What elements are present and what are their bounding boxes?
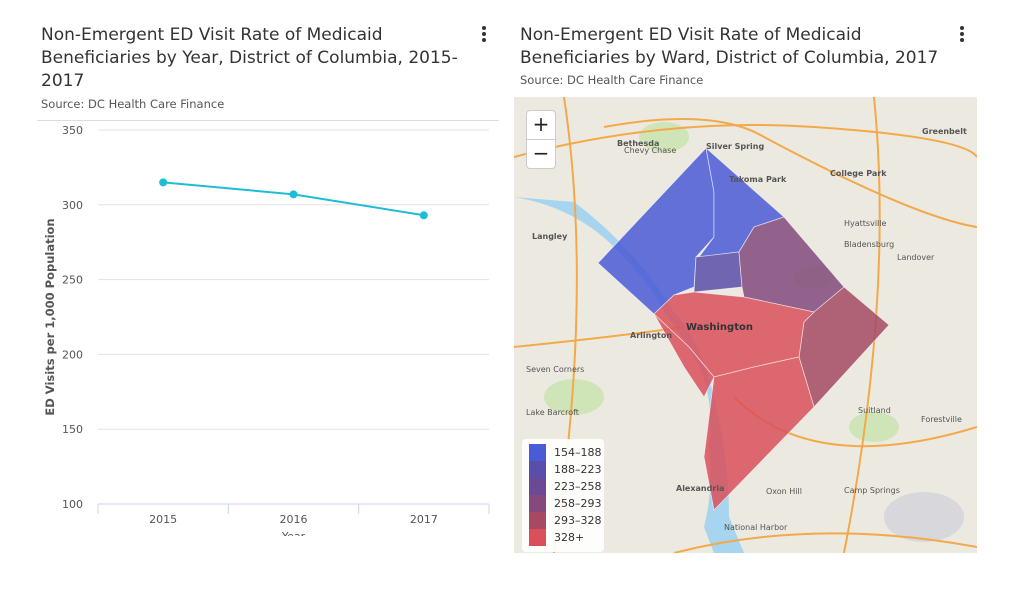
y-tick-label: 350 [62,124,83,137]
legend-label: 328+ [554,531,585,544]
ward-8[interactable] [703,356,815,511]
map-label: Langley [532,232,568,241]
x-axis-title: Year [281,530,306,536]
legend-item: 293–328 [529,512,604,529]
y-tick-label: 300 [62,199,83,212]
legend-swatch [529,529,546,546]
map-label: Chevy Chase [624,146,677,155]
map-label: Forestville [921,415,962,424]
legend-item: 188–223 [529,461,604,478]
legend-label: 188–223 [554,463,602,476]
ward-1[interactable] [693,251,743,293]
map-legend: 154–188 188–223 223–258 258–293 293–328 … [522,439,604,552]
x-tick-label: 2016 [280,513,308,526]
line-chart: 350 300 250 200 150 100 2015 2016 2017 ED Visits … [43,124,490,536]
legend-swatch [529,444,546,461]
potomac-river [514,197,744,553]
title-line: Non-Emergent ED Visit Rate of Medicaid [41,25,383,45]
y-axis-title: ED Visits per 1,000 Population [43,218,57,415]
map-label: Oxon Hill [766,487,802,496]
ward-5[interactable] [738,216,845,313]
x-tick-label: 2017 [410,513,438,526]
y-tick-label: 200 [62,348,83,361]
series-line [163,181,424,217]
legend-label: 154–188 [554,446,602,459]
map-label: Bladensburg [844,240,895,249]
kebab-menu-icon[interactable] [481,26,487,46]
legend-label: 223–258 [554,480,602,493]
zoom-out-button[interactable]: − [527,139,555,168]
title-line: Beneficiaries by Ward, District of Colum… [520,48,939,68]
y-tick-label: 250 [62,274,83,287]
map-label: Bethesda [617,139,660,148]
title-line: 2017 [41,71,85,91]
map-label: Silver Spring [706,142,765,151]
data-point [289,190,298,199]
map-label: Landover [897,253,935,262]
map-label: College Park [830,169,887,178]
map-label: Lake Barcroft [526,408,579,417]
legend-swatch [529,461,546,478]
legend-label: 293–328 [554,514,602,527]
y-tick-label: 150 [62,423,83,436]
title-line: Beneficiaries by Year, District of Colum… [41,48,458,68]
map-label: Arlington [630,331,673,340]
map-label: Greenbelt [922,127,967,136]
zoom-in-button[interactable]: + [532,112,550,136]
data-point [159,178,168,187]
kebab-menu-icon[interactable] [959,26,965,46]
ward-2[interactable] [653,313,715,398]
zoom-control: + − [526,110,556,169]
legend-item: 223–258 [529,478,604,495]
map-label: National Harbor [724,523,788,532]
map-label: Suitland [858,406,891,415]
y-tick-label: 100 [62,498,83,511]
map-label: Seven Corners [526,365,585,374]
legend-item: 328+ [529,529,604,546]
legend-item: 154–188 [529,444,604,461]
map-label: Takoma Park [729,175,787,184]
legend-item: 258–293 [529,495,604,512]
map-label: Hyattsville [844,219,887,228]
data-point [419,211,428,220]
x-tick-label: 2015 [149,513,177,526]
ward-polygons [597,146,890,511]
legend-swatch [529,495,546,512]
map-label: Camp Springs [844,486,900,495]
map-label: Washington [686,322,753,333]
chart-title: Non-Emergent ED Visit Rate of Medicaid B… [41,24,471,93]
legend-swatch [529,478,546,495]
title-line: Non-Emergent ED Visit Rate of Medicaid [520,25,862,45]
legend-label: 258–293 [554,497,602,510]
map-label: Alexandria [676,484,725,493]
chart-source: Source: DC Health Care Finance [41,97,225,111]
legend-swatch [529,512,546,529]
map-source: Source: DC Health Care Finance [520,73,704,87]
map-title: Non-Emergent ED Visit Rate of Medicaid B… [520,24,950,70]
divider [37,120,499,121]
